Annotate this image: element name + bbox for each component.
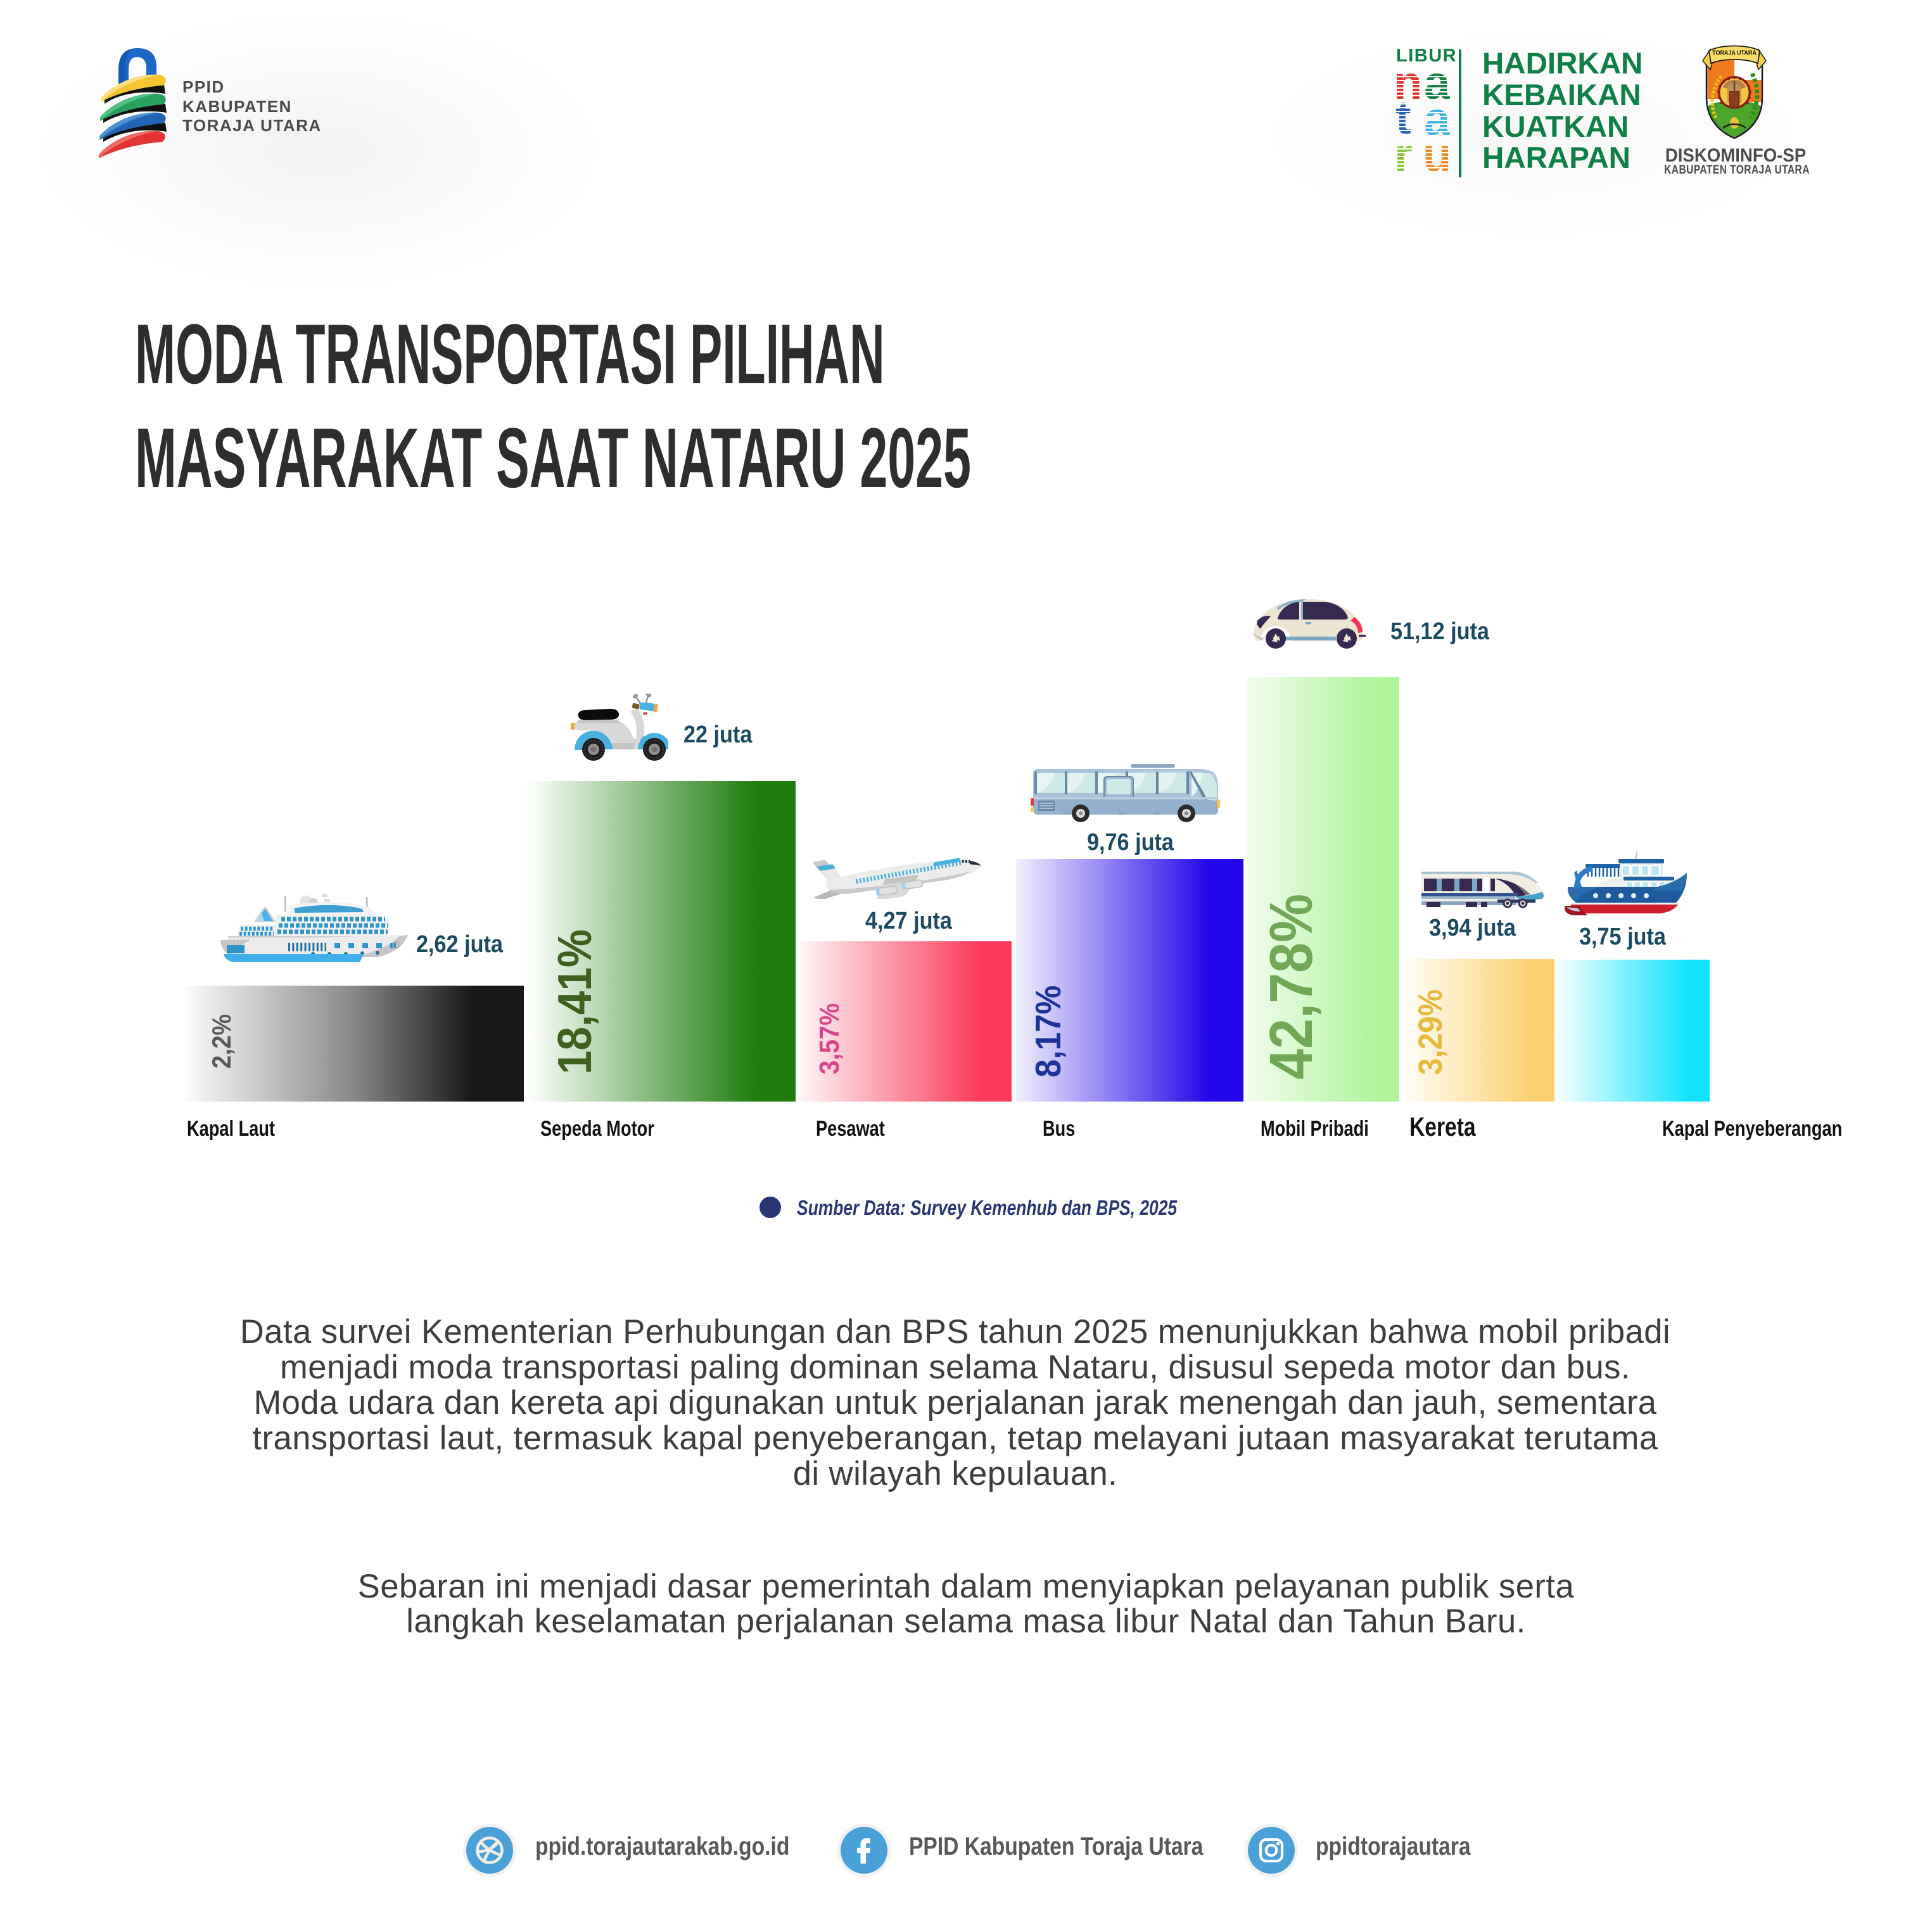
svg-text:TORAJA UTARA: TORAJA UTARA	[1712, 49, 1757, 57]
